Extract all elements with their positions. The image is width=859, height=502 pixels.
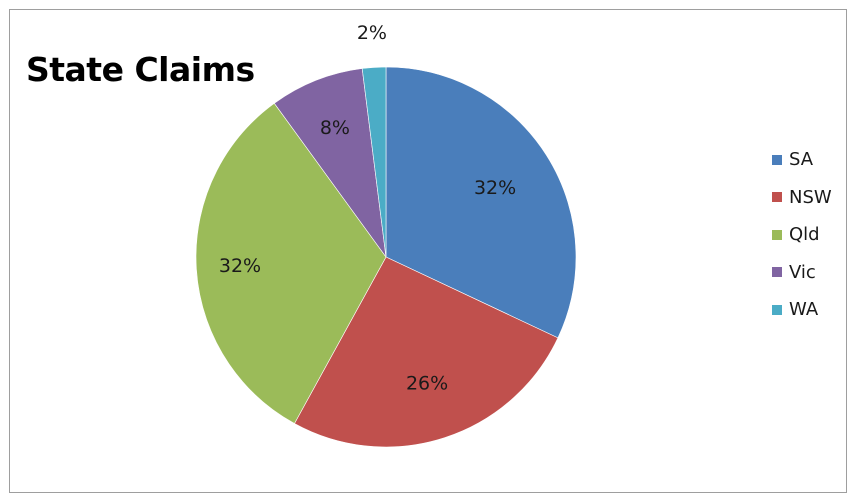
legend-swatch-qld bbox=[772, 229, 782, 240]
slice-label-vic: 8% bbox=[320, 117, 350, 139]
legend-item-sa: SA bbox=[772, 145, 832, 174]
pie-slice-wa bbox=[361, 66, 387, 258]
legend-item-qld: Qld bbox=[772, 220, 832, 249]
slice-label-wa: 2% bbox=[357, 22, 387, 44]
slice-label-sa: 32% bbox=[474, 177, 516, 199]
legend-label-sa: SA bbox=[789, 149, 814, 170]
pie-slice-sa bbox=[385, 66, 577, 339]
legend: SA NSW Qld Vic WA bbox=[772, 145, 832, 333]
legend-label-nsw: NSW bbox=[789, 186, 832, 208]
slice-label-qld: 32% bbox=[219, 255, 261, 277]
legend-item-wa: WA bbox=[772, 295, 832, 324]
pie-slice-qld bbox=[195, 102, 387, 424]
legend-swatch-sa bbox=[772, 154, 782, 165]
chart-title: State Claims bbox=[26, 50, 255, 89]
legend-label-qld: Qld bbox=[789, 224, 820, 245]
slice-label-nsw: 26% bbox=[406, 373, 448, 395]
legend-label-vic: Vic bbox=[789, 261, 816, 283]
legend-swatch-nsw bbox=[772, 192, 782, 202]
pie-slice-nsw bbox=[294, 256, 559, 448]
legend-swatch-wa bbox=[772, 304, 782, 315]
legend-label-wa: WA bbox=[789, 299, 819, 320]
pie-slice-vic bbox=[273, 68, 387, 258]
legend-item-nsw: NSW bbox=[772, 183, 832, 212]
legend-swatch-vic bbox=[772, 267, 782, 277]
legend-item-vic: Vic bbox=[772, 258, 832, 287]
